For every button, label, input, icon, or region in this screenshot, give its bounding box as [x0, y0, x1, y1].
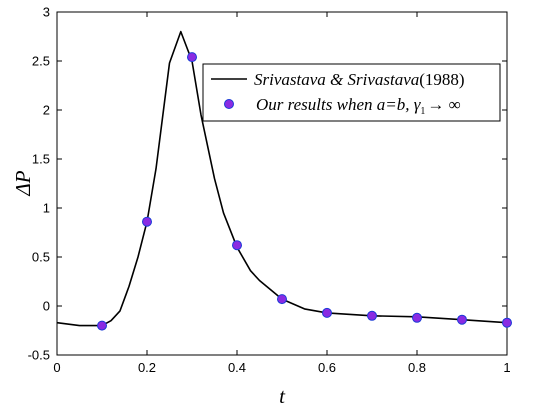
x-tick-label: 0.2 — [138, 360, 156, 375]
x-tick-label: 1 — [503, 360, 510, 375]
legend-label-srivastava: Srivastava & Srivastava(1988) — [254, 70, 465, 89]
x-axis-label: t — [279, 384, 286, 408]
y-tick-label: 0.5 — [32, 250, 50, 265]
legend-label-our-results-italic: Our results when a=b, — [256, 95, 414, 114]
data-point-our-results — [97, 320, 107, 331]
data-point-our-results — [187, 52, 197, 63]
y-tick-label: 1 — [43, 201, 50, 216]
x-tick-label: 0.8 — [408, 360, 426, 375]
data-point-our-results — [457, 314, 467, 325]
y-tick-label: 1.5 — [32, 152, 50, 167]
legend-label-our-results: Our results when a=b, γ1 → ∞ — [256, 95, 461, 117]
x-tick-label: 0 — [53, 360, 60, 375]
y-tick-label: 2 — [43, 103, 50, 118]
y-tick-label: -0.5 — [28, 348, 50, 363]
legend-label-srivastava-year: (1988) — [419, 70, 464, 89]
data-point-our-results — [142, 216, 152, 227]
legend-box — [202, 63, 501, 122]
y-axis-ticks: -0.5 0 0.5 1 1.5 2 2.5 3 — [28, 5, 507, 363]
legend-marker-swatch — [224, 99, 234, 109]
x-tick-label: 0.6 — [318, 360, 336, 375]
x-axis-ticks: 0 0.2 0.4 0.6 0.8 1 — [53, 12, 511, 375]
legend: Srivastava & Srivastava(1988) Our result… — [202, 63, 501, 122]
legend-label-gamma-subscript: 1 — [420, 106, 425, 117]
data-point-our-results — [412, 312, 422, 323]
data-point-our-results — [502, 317, 512, 328]
y-axis-label: ΔP — [11, 170, 35, 196]
data-point-our-results — [232, 240, 242, 251]
x-tick-label: 0.4 — [228, 360, 246, 375]
y-tick-label: 3 — [43, 5, 50, 20]
series-points — [97, 52, 512, 331]
data-point-our-results — [367, 310, 377, 321]
y-tick-label: 2.5 — [32, 54, 50, 69]
data-point-our-results — [322, 307, 332, 318]
legend-label-srivastava-italic: Srivastava & Srivastava — [254, 70, 419, 89]
data-point-our-results — [277, 294, 287, 305]
legend-label-gamma: γ — [414, 95, 422, 114]
legend-label-arrow-infinity: → ∞ — [427, 95, 460, 114]
y-tick-label: 0 — [43, 299, 50, 314]
